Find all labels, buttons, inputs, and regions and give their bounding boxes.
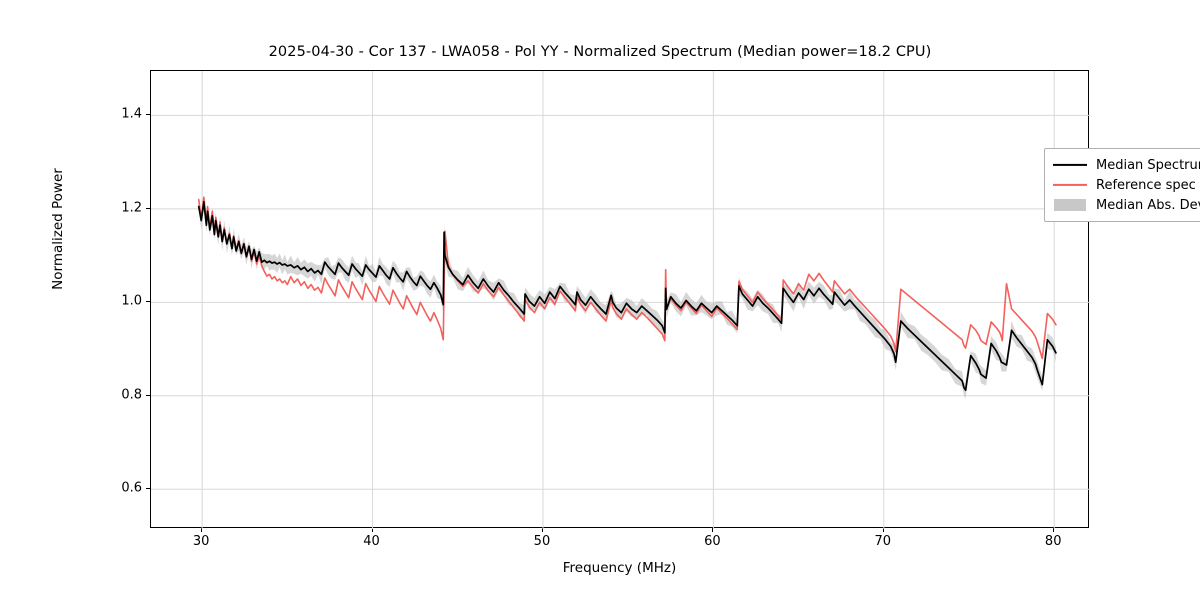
legend-line-median xyxy=(1053,163,1087,167)
x-tick-mark xyxy=(882,528,884,532)
y-axis-label: Normalized Power xyxy=(50,168,66,290)
reference-spec-line xyxy=(197,196,1057,360)
x-tick-label: 80 xyxy=(1044,534,1062,549)
plot-area: Median Spectrum Reference spec Median Ab… xyxy=(150,70,1200,529)
x-tick-mark xyxy=(371,528,373,532)
x-tick-label: 70 xyxy=(874,534,892,549)
legend-swatch-median-abs-dev xyxy=(1053,198,1087,212)
x-tick-mark xyxy=(1053,528,1055,532)
legend-label-median-spectrum: Median Spectrum xyxy=(1096,157,1200,173)
legend-label-reference-spec: Reference spec xyxy=(1096,177,1196,193)
legend-item-median-spectrum: Median Spectrum xyxy=(1053,155,1200,175)
legend-line-reference xyxy=(1053,183,1087,187)
legend-item-reference-spec: Reference spec xyxy=(1053,175,1200,195)
median-spectrum-line xyxy=(197,201,1057,392)
x-tick-mark xyxy=(541,528,543,532)
plot-svg xyxy=(151,71,1090,529)
chart-title: 2025-04-30 - Cor 137 - LWA058 - Pol YY -… xyxy=(268,44,932,60)
y-tick-mark xyxy=(146,394,150,396)
legend-item-median-abs-dev: Median Abs. Dev. xyxy=(1053,195,1200,215)
legend-swatch-reference-spec xyxy=(1053,178,1087,192)
y-axis-label-wrap: Normalized Power xyxy=(48,0,68,458)
legend-swatch-median-spectrum xyxy=(1053,158,1087,172)
y-tick-label: 1.2 xyxy=(121,200,142,216)
legend-label-median-abs-dev: Median Abs. Dev. xyxy=(1096,197,1200,213)
x-tick-label: 50 xyxy=(533,534,551,549)
x-tick-mark xyxy=(201,528,203,532)
x-axis-label: Frequency (MHz) xyxy=(562,560,677,576)
y-tick-label: 0.6 xyxy=(121,480,142,496)
y-tick-mark xyxy=(146,301,150,303)
y-tick-label: 1.0 xyxy=(121,293,142,309)
y-tick-label: 0.8 xyxy=(121,387,142,403)
y-tick-mark xyxy=(146,488,150,490)
legend-patch-band xyxy=(1054,199,1086,211)
y-tick-mark xyxy=(146,207,150,209)
x-tick-label: 30 xyxy=(192,534,210,549)
median-abs-dev-band xyxy=(198,196,1056,399)
x-tick-label: 40 xyxy=(363,534,380,549)
y-tick-mark xyxy=(146,114,150,116)
legend: Median Spectrum Reference spec Median Ab… xyxy=(1044,148,1200,222)
x-tick-label: 60 xyxy=(704,534,721,549)
y-tick-label: 1.4 xyxy=(121,106,142,122)
x-tick-mark xyxy=(712,528,714,532)
grid-lines xyxy=(151,71,1090,529)
